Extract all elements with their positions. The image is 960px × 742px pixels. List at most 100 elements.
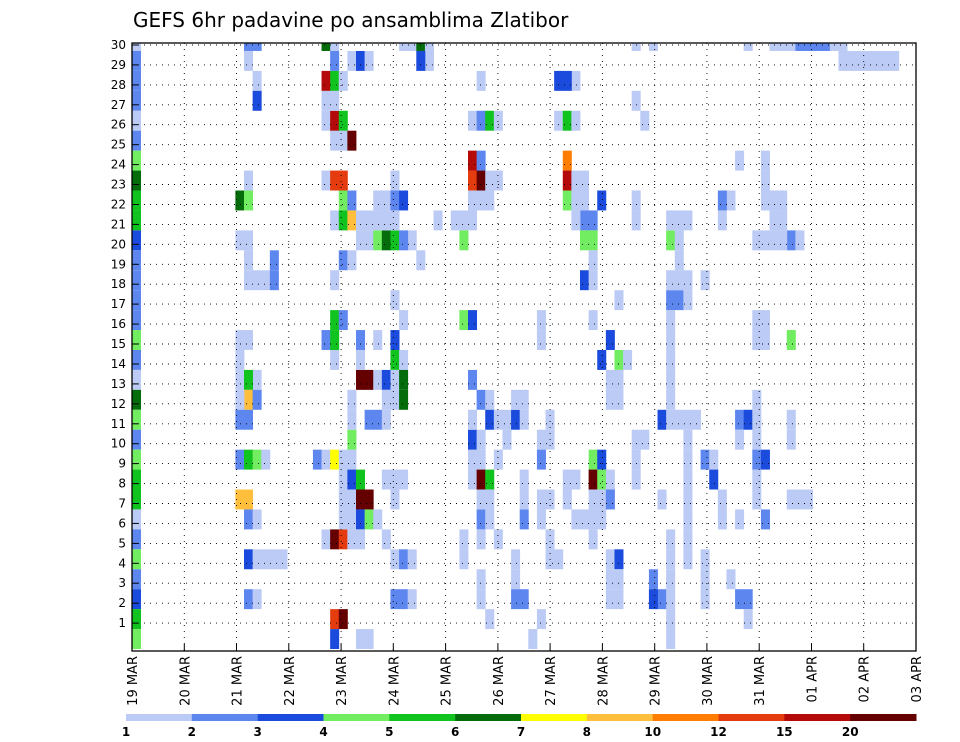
- heatmap-cell: [562, 150, 572, 171]
- heatmap-cell: [399, 389, 409, 410]
- x-axis: 19 MAR 20 MAR 21 MAR 22 MAR 23 MAR 24 MAR 25 M…: [126, 644, 925, 706]
- heatmap-cell: [631, 449, 641, 470]
- heatmap-cell: [562, 489, 572, 510]
- colorbar-swatch: [389, 714, 456, 721]
- heatmap-cell: [338, 210, 348, 231]
- heatmap-cell: [666, 330, 676, 350]
- heatmap-cell: [657, 589, 667, 610]
- x-tick-label: 19 MAR: [126, 656, 141, 706]
- colorbar-swatch: [586, 714, 654, 721]
- heatmap-cell: [244, 230, 254, 251]
- colorbar-label: 7: [517, 725, 525, 739]
- heatmap-cell: [132, 589, 142, 610]
- heatmap-cell: [347, 190, 357, 211]
- heatmap-cell: [244, 409, 254, 430]
- heatmap-cell: [476, 170, 486, 191]
- cells-layer: [132, 43, 900, 649]
- heatmap-cell: [536, 449, 546, 470]
- heatmap-cell: [244, 270, 254, 291]
- heatmap-cell: [338, 449, 348, 470]
- heatmap-cell: [476, 429, 486, 450]
- heatmap-cell: [485, 389, 495, 410]
- x-tick-label: 24 MAR: [387, 656, 402, 706]
- heatmap-cell: [536, 609, 546, 630]
- heatmap-cell: [330, 629, 340, 649]
- y-tick-label: 9: [118, 457, 126, 471]
- heatmap-cell: [674, 270, 684, 291]
- heatmap-cell: [605, 589, 615, 610]
- heatmap-cell: [588, 230, 598, 251]
- colorbar-swatch: [718, 714, 785, 721]
- heatmap-cell: [640, 429, 650, 450]
- heatmap-cell: [717, 509, 727, 530]
- heatmap-cell: [485, 409, 495, 430]
- heatmap-cell: [666, 369, 676, 390]
- heatmap-cell: [476, 70, 486, 91]
- colorbar-label: 8: [583, 725, 591, 739]
- heatmap-cell: [614, 569, 624, 590]
- heatmap-cell: [666, 210, 676, 231]
- heatmap-cell: [252, 369, 262, 390]
- heatmap-cell: [485, 469, 495, 490]
- heatmap-cell: [338, 609, 348, 630]
- y-tick-label: 6: [118, 516, 126, 530]
- heatmap-cell: [769, 230, 779, 251]
- heatmap-cell: [752, 330, 762, 350]
- heatmap-cell: [571, 469, 581, 490]
- heatmap-cell: [571, 210, 581, 231]
- heatmap-cell: [752, 429, 762, 450]
- heatmap-cell: [364, 50, 374, 71]
- heatmap-cell: [511, 569, 521, 590]
- heatmap-cell: [338, 190, 348, 211]
- heatmap-cell: [666, 310, 676, 331]
- heatmap-cell: [459, 210, 469, 231]
- heatmap-cell: [666, 409, 676, 430]
- heatmap-cell: [390, 549, 400, 570]
- heatmap-cell: [804, 43, 814, 51]
- heatmap-cell: [571, 70, 581, 91]
- heatmap-cell: [760, 190, 770, 211]
- heatmap-cell: [330, 210, 340, 231]
- heatmap-cell: [330, 90, 340, 111]
- heatmap-cell: [373, 509, 383, 530]
- heatmap-cell: [390, 369, 400, 390]
- heatmap-cell: [476, 569, 486, 590]
- heatmap-cell: [597, 349, 607, 370]
- heatmap-cell: [356, 629, 366, 649]
- heatmap-cell: [717, 210, 727, 231]
- y-tick-label: 1: [118, 616, 126, 630]
- heatmap-cell: [356, 529, 366, 550]
- heatmap-cell: [252, 389, 262, 410]
- heatmap-cell: [330, 110, 340, 131]
- heatmap-cell: [588, 529, 598, 550]
- heatmap-cell: [666, 629, 676, 649]
- heatmap-cell: [476, 449, 486, 470]
- heatmap-cell: [364, 230, 374, 251]
- heatmap-cell: [330, 170, 340, 191]
- heatmap-cell: [390, 210, 400, 231]
- heatmap-cell: [244, 389, 254, 410]
- heatmap-cell: [132, 290, 142, 311]
- heatmap-cell: [735, 589, 745, 610]
- heatmap-cell: [588, 469, 598, 490]
- heatmap-cell: [433, 210, 443, 231]
- heatmap-cell: [132, 130, 142, 151]
- heatmap-cell: [683, 529, 693, 550]
- heatmap-cell: [330, 50, 340, 71]
- heatmap-cell: [735, 509, 745, 530]
- heatmap-cell: [562, 110, 572, 131]
- heatmap-cell: [347, 50, 357, 71]
- y-tick-label: 5: [118, 536, 126, 550]
- heatmap-cell: [562, 190, 572, 211]
- heatmap-cell: [330, 70, 340, 91]
- heatmap-cell: [709, 469, 719, 490]
- heatmap-cell: [700, 589, 710, 610]
- heatmap-cell: [769, 210, 779, 231]
- heatmap-cell: [235, 489, 245, 510]
- x-tick-label: 27 MAR: [544, 656, 559, 706]
- heatmap-cell: [562, 469, 572, 490]
- heatmap-cell: [743, 609, 753, 630]
- heatmap-cell: [674, 230, 684, 251]
- heatmap-cell: [269, 250, 279, 271]
- heatmap-cell: [381, 369, 391, 390]
